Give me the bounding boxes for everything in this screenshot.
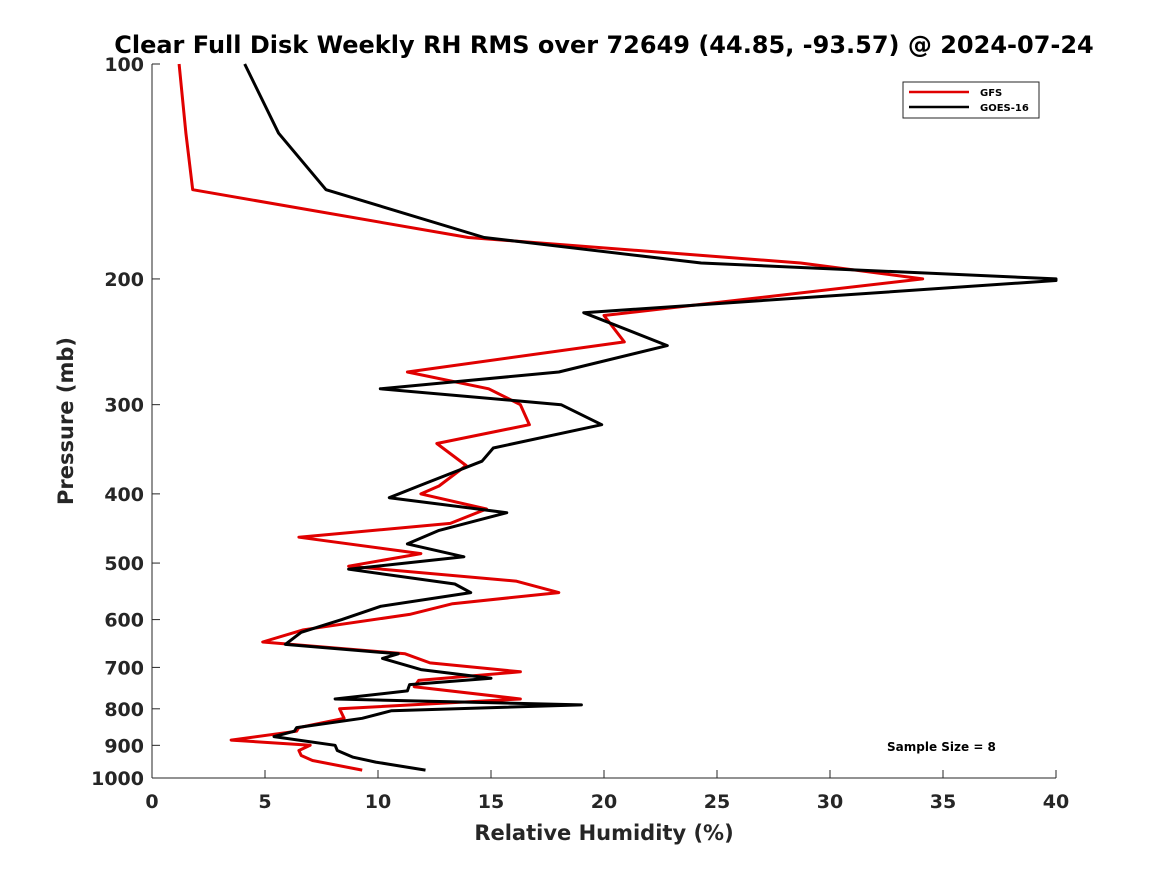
x-ticks: 0 5 10 15 20 25 30 35 40 [145,770,1069,813]
y-tick-label: 1000 [91,768,144,790]
legend: GFS GOES-16 [902,81,1040,119]
legend-label-gfs: GFS [980,88,1002,99]
y-axis-label: Pressure (mb) [54,337,78,505]
y-tick-label: 900 [104,735,144,757]
x-tick-label: 10 [365,791,391,813]
legend-box [902,81,1040,119]
y-ticks: 100 200 300 400 500 600 700 800 900 1000 [91,54,160,790]
chart-title: Clear Full Disk Weekly RH RMS over 72649… [114,31,1094,59]
y-tick-label: 300 [104,395,144,417]
y-tick-label: 700 [104,657,144,679]
y-tick-label: 800 [104,699,144,721]
x-tick-label: 5 [258,791,271,813]
plot-area [152,64,1056,778]
x-tick-label: 15 [478,791,504,813]
x-tick-label: 0 [145,791,158,813]
legend-label-goes16: GOES-16 [980,103,1029,114]
y-tick-label: 100 [104,54,144,76]
x-axis-label: Relative Humidity (%) [474,821,733,845]
sample-size-annotation: Sample Size = 8 [887,740,996,754]
y-tick-label: 200 [104,269,144,291]
y-tick-label: 400 [104,484,144,506]
series-layer [177,63,1058,772]
x-tick-label: 40 [1043,791,1069,813]
series-line-goes16 [243,63,1058,772]
y-tick-label: 600 [104,610,144,632]
y-tick-label: 500 [104,553,144,575]
x-tick-label: 35 [930,791,956,813]
x-tick-label: 25 [704,791,730,813]
x-tick-label: 30 [817,791,843,813]
x-tick-label: 20 [591,791,617,813]
